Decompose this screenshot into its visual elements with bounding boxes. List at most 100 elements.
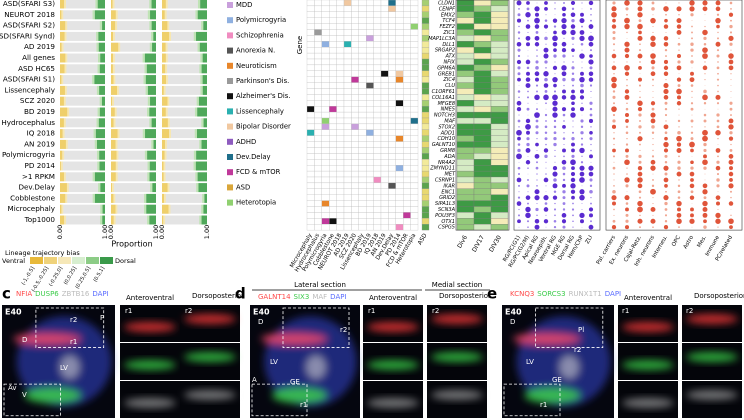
dot [527,55,529,57]
dot [676,147,682,153]
dot [518,161,520,163]
dot [544,36,548,41]
matrix-cell [329,29,337,36]
matrix-cell [366,106,374,113]
asd-cell [421,52,430,60]
dot [639,149,641,152]
dot [664,201,668,206]
matrix-cell [380,147,389,154]
bar-ventral-light [65,193,68,203]
dot [588,171,594,177]
bar-ventral [162,172,164,182]
bar-ventral-light [166,75,168,85]
matrix-cell [380,88,389,95]
dot [562,137,566,140]
signal [184,390,236,400]
matrix-cell [388,29,396,36]
expr-cell [490,0,509,7]
dot [678,37,680,40]
dot [545,102,547,105]
dot [665,55,667,57]
axis-label: Gene [296,36,304,54]
matrix-cell [366,170,374,178]
dot [553,136,557,141]
dot [572,220,574,223]
bar-ventral-light [113,215,116,225]
bar-dorsal-light [202,193,205,203]
signal [272,387,327,404]
bar-bg [111,85,156,95]
dot [729,24,733,29]
dot [518,191,520,193]
dot [516,0,522,6]
dot [626,13,628,16]
dot [690,107,694,111]
bar-dorsal [201,215,207,225]
dot [590,161,592,163]
bar-dorsal-light [145,85,148,95]
dot [553,131,557,135]
frame [513,0,601,231]
dot [664,131,668,135]
dot [517,77,521,82]
matrix-cell [358,0,367,7]
marker-label: KCNQ3 [510,290,534,298]
matrix-cell [403,88,411,95]
image-label: D [258,318,263,326]
matrix-cell [380,76,389,83]
dot [571,101,575,106]
matrix-cell [395,88,404,95]
dot [534,71,540,77]
expr-cell [473,212,492,219]
matrix-cell [403,188,411,195]
bar-bg [60,139,105,149]
dot [650,41,656,47]
dot [717,144,719,145]
dot [691,20,693,22]
dot [691,226,693,228]
matrix-cell [306,70,315,77]
expr-cell [456,194,475,201]
matrix-cell [336,94,345,101]
dot [554,202,556,205]
dot [571,36,575,40]
matrix-cell [306,76,315,83]
dot [625,148,629,153]
inset-content [622,322,674,332]
matrix-cell [380,17,389,24]
dot [535,119,539,123]
dot [545,120,547,122]
matrix-cell [358,23,367,30]
dot [553,208,557,211]
bar-ventral-light [64,0,67,9]
dot [525,83,531,89]
dot [689,6,695,12]
bar-dorsal-light [151,139,154,149]
dot [624,89,630,94]
dot [625,213,629,217]
matrix-cell [366,165,374,172]
disorder-swatch [227,123,233,130]
matrix-cell [358,88,367,95]
signal [367,398,419,408]
dot [571,72,575,75]
dot [639,96,641,99]
dot [517,119,521,123]
expr-cell [456,41,475,48]
dot [678,73,680,75]
dot [570,12,576,18]
dot [652,96,654,98]
dot [552,76,558,83]
dot [553,30,557,35]
dot [664,220,668,223]
matrix-cell [343,5,352,12]
matrix-cell [410,88,419,95]
dot [572,226,574,228]
matrix-cell [343,135,352,142]
matrix-cell [336,100,345,107]
matrix-cell [403,165,411,172]
dot [663,225,669,230]
dot [728,136,734,141]
matrix-cell [358,188,367,195]
bar-ventral-light [113,31,115,41]
